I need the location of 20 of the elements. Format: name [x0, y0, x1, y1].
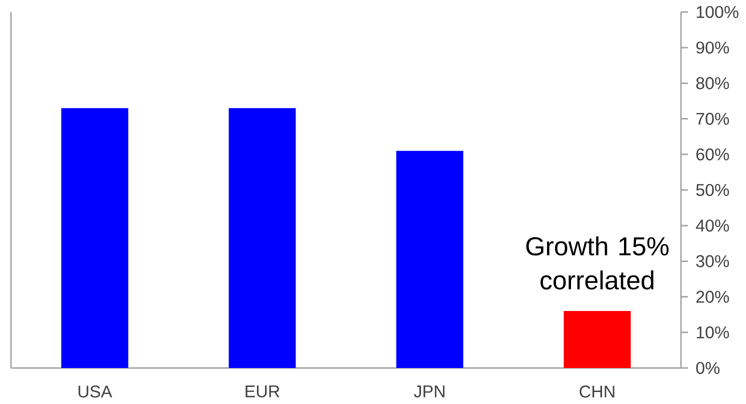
y-tick-label: 0% [696, 362, 720, 374]
y-tick-label: 30% [696, 255, 729, 268]
y-tick-label: 100% [696, 6, 738, 18]
y-tick-label: 90% [696, 42, 729, 54]
annotation: Growth 15% correlated [526, 236, 669, 290]
y-tick-label: 20% [696, 290, 729, 303]
bar [61, 108, 128, 368]
x-tick-label: EUR [246, 386, 280, 398]
y-tick-label: 50% [696, 184, 729, 196]
x-tick-label: JPN [414, 386, 444, 398]
bar [228, 108, 296, 368]
x-tick-label: CHN [580, 386, 614, 398]
y-tick-label: 70% [696, 112, 729, 125]
y-tick-label: 40% [696, 220, 729, 232]
bar [396, 150, 464, 368]
bar [564, 311, 631, 368]
y-tick-label: 60% [696, 148, 729, 160]
y-tick-label: 10% [696, 326, 729, 338]
x-tick-label: USA [78, 386, 112, 398]
y-tick-label: 80% [696, 77, 729, 90]
